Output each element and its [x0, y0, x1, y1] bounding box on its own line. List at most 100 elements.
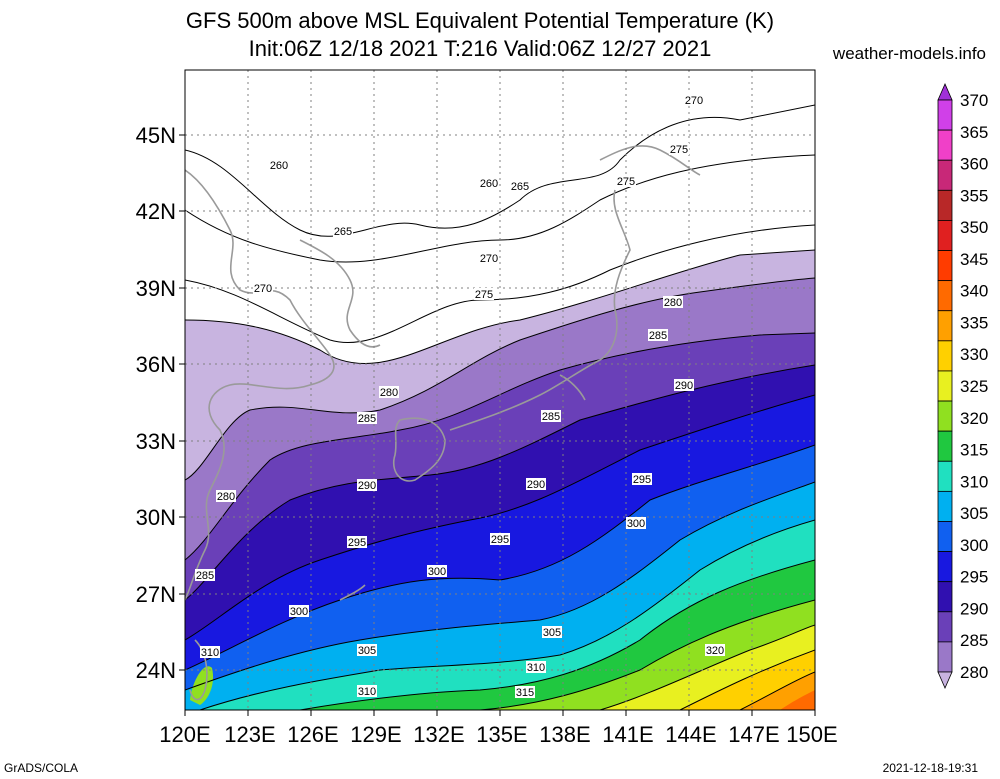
lat-label: 42N: [136, 199, 176, 224]
colorbar-label: 305: [960, 504, 988, 523]
contour-label-bg: [669, 143, 689, 155]
contour-label-bg: [510, 180, 530, 192]
colorbar-label: 360: [960, 155, 988, 174]
lat-label: 39N: [136, 276, 176, 301]
colorbar-cell: [937, 581, 953, 613]
colorbar-cell: [937, 430, 953, 462]
contour-label-bg: [684, 94, 704, 106]
colorbar-cell: [937, 521, 953, 552]
lon-label: 120E: [159, 722, 210, 747]
contour-label: 310: [358, 686, 376, 698]
colorbar-cell: [937, 310, 953, 342]
contour-label-bg: [357, 644, 377, 656]
colorbar-cell: [937, 250, 953, 282]
contour-label-bg: [648, 329, 668, 341]
contour-label-bg: [632, 473, 652, 485]
lon-label: 147E: [728, 722, 779, 747]
lat-label: 36N: [136, 352, 176, 377]
colorbar-cell: [937, 551, 953, 583]
contour-label: 295: [348, 537, 366, 549]
colorbar-cell: [937, 159, 953, 191]
contour-label: 270: [685, 95, 703, 107]
contour-label: 295: [633, 474, 651, 486]
colorbar-label: 280: [960, 663, 988, 682]
contour-label-bg: [357, 685, 377, 697]
contour-label: 265: [334, 226, 352, 238]
contour-label-bg: [427, 565, 447, 577]
contour-label-bg: [526, 478, 546, 490]
coastlines: [185, 145, 701, 701]
lat-label: 27N: [136, 582, 176, 607]
contour-label-bg: [663, 296, 683, 308]
contour-lines: [185, 104, 815, 710]
lon-label: 123E: [224, 722, 275, 747]
lat-label: 33N: [136, 429, 176, 454]
contour-label-bg: [479, 252, 499, 264]
contour-label-bg: [253, 282, 273, 294]
contour-label: 300: [290, 606, 308, 618]
contour-label-bg: [515, 686, 535, 698]
contour-label-bg: [479, 177, 499, 189]
contour-label-bg: [357, 412, 377, 424]
contour-label-bg: [616, 175, 636, 187]
colorbar-label: 315: [960, 441, 988, 460]
colorbar-label: 350: [960, 218, 988, 237]
contour-label-bg: [333, 225, 353, 237]
contour-label: 290: [675, 380, 693, 392]
colorbar-label: 285: [960, 631, 988, 650]
colorbar-cell: [937, 641, 953, 673]
colorbar-label: 300: [960, 536, 988, 555]
lon-label: 138E: [539, 722, 590, 747]
contour-label: 270: [480, 253, 498, 265]
colorbar-cell: [937, 340, 953, 372]
colorbar: 370 365 360 355 350 345 340 335 330 325 320 315 310 3…: [937, 83, 988, 689]
lat-label: 30N: [136, 505, 176, 530]
contour-label-bg: [357, 479, 377, 491]
contour-label-bg: [674, 379, 694, 391]
contour-label: 275: [617, 176, 635, 188]
contour-label: 290: [358, 480, 376, 492]
lon-label: 132E: [413, 722, 464, 747]
contour-label: 290: [527, 479, 545, 491]
contour-label: 270: [254, 283, 272, 295]
contour-label: 280: [380, 387, 398, 399]
contour-label: 300: [428, 566, 446, 578]
contour-label-bg: [705, 644, 725, 656]
contour-label-bg: [542, 626, 562, 638]
colorbar-cell: [937, 280, 953, 312]
contour-label-bg: [490, 533, 510, 545]
colorbar-label: 355: [960, 186, 988, 205]
colorbar-cell: [937, 490, 953, 522]
colorbar-cell: [937, 611, 953, 643]
colorbar-label: 335: [960, 313, 988, 332]
contour-label: 310: [201, 647, 219, 659]
contour-label: 280: [217, 491, 235, 503]
colorbar-top-arrow: [937, 83, 953, 101]
contour-label-group: 270 275 275 260 260 265 265 270 275 270 …: [195, 94, 725, 699]
map-title: GFS 500m above MSL Equivalent Potential …: [185, 8, 775, 33]
contour-label: 295: [491, 534, 509, 546]
contour-label: 305: [358, 645, 376, 657]
colorbar-cell: [937, 460, 953, 492]
contour-label: 285: [196, 570, 214, 582]
contour-label: 260: [480, 178, 498, 190]
lon-label: 150E: [786, 722, 837, 747]
contour-label: 285: [358, 413, 376, 425]
colorbar-cell: [937, 129, 953, 161]
colorbar-cell: [937, 400, 953, 432]
contour-label: 310: [527, 662, 545, 674]
map-subtitle: Init:06Z 12/18 2021 T:216 Valid:06Z 12/2…: [248, 36, 712, 61]
lat-label: 45N: [136, 123, 176, 148]
colorbar-cell: [937, 220, 953, 251]
colorbar-cell: [937, 99, 953, 131]
site-label: weather-models.info: [832, 44, 986, 63]
longitude-axis: 120E 123E 126E 129E 132E 135E 138E 141E …: [159, 722, 837, 747]
colorbar-cell: [937, 370, 953, 402]
lon-label: 129E: [350, 722, 401, 747]
contour-label: 320: [706, 645, 724, 657]
contour-label-bg: [289, 605, 309, 617]
footer-credit: GrADS/COLA: [4, 761, 79, 775]
colorbar-bottom-arrow: [937, 671, 953, 689]
colorbar-label: 345: [960, 250, 988, 269]
